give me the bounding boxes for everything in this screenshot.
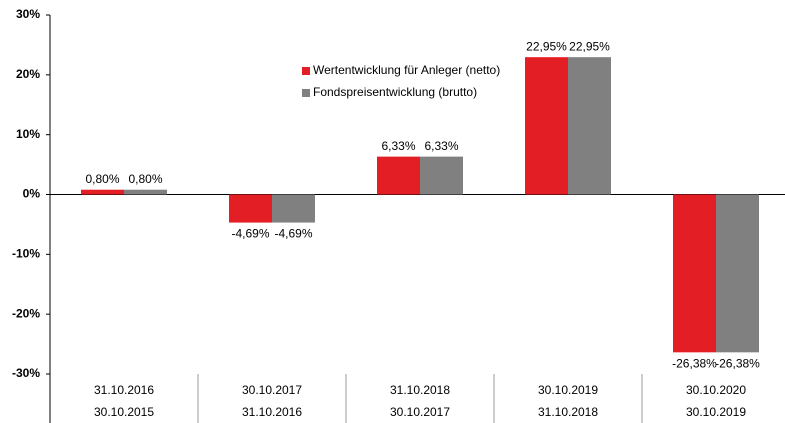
legend-label: Fondspreisentwicklung (brutto) [313,85,477,99]
x-tick-label: 31.10.2016 [242,405,302,419]
data-label: -26,38% [715,357,760,371]
data-label: -4,69% [274,227,312,241]
x-tick-label: 30.10.2019 [686,405,746,419]
x-tick-label: 30.10.2019 [538,383,598,397]
bar [673,194,716,353]
x-tick-label: 31.10.2018 [390,383,450,397]
data-label: 0,80% [85,172,119,186]
bar [525,57,568,195]
data-label: 6,33% [424,139,458,153]
legend-swatch [302,89,310,97]
x-tick-label: 30.10.2017 [390,405,450,419]
y-tick-label: -20% [12,306,40,320]
bar [229,194,272,223]
bar [81,189,124,195]
bar [124,189,167,195]
x-tick-label: 31.10.2018 [538,405,598,419]
bar [377,156,420,195]
x-tick-label: 30.10.2020 [686,383,746,397]
x-tick-label: 31.10.2016 [94,383,154,397]
bar [716,194,759,353]
bar [420,156,463,195]
bar [568,57,611,195]
data-label: -4,69% [231,227,269,241]
y-tick-label: -10% [12,247,40,261]
data-label: 22,95% [569,39,610,53]
y-tick-label: 20% [16,67,40,81]
data-label: 22,95% [526,39,567,53]
x-tick-label: 30.10.2017 [242,383,302,397]
legend-label: Wertentwicklung für Anleger (netto) [313,63,500,77]
y-tick-label: 0% [23,187,41,201]
data-label: 0,80% [128,172,162,186]
x-tick-label: 30.10.2015 [94,405,154,419]
data-label: -26,38% [672,357,717,371]
y-tick-label: 30% [16,7,40,21]
bar [272,194,315,223]
data-label: 6,33% [381,139,415,153]
y-tick-label: -30% [12,366,40,380]
legend-swatch [302,67,310,75]
y-tick-label: 10% [16,127,40,141]
